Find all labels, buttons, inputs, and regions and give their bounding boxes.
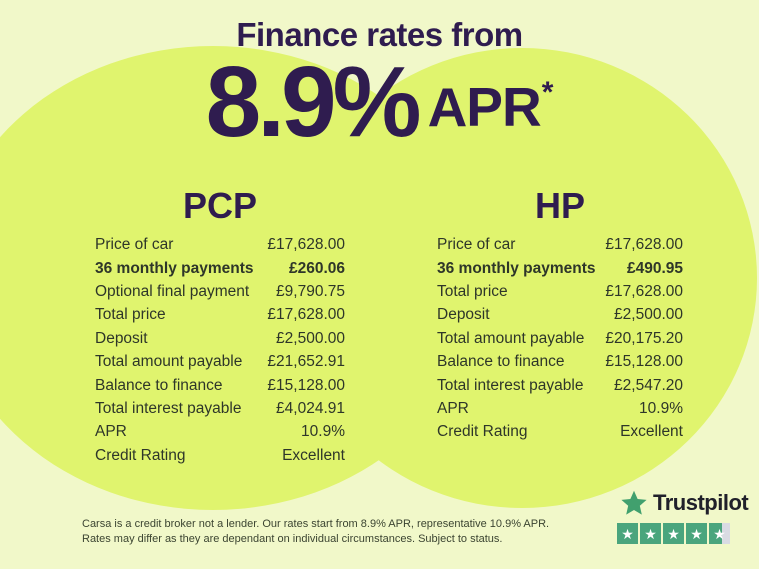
trustpilot-rating-stars: ★ ★ ★ ★ ★ xyxy=(617,523,730,544)
row-value: Excellent xyxy=(282,446,345,464)
table-row: 36 monthly payments £490.95 xyxy=(437,257,683,280)
row-value: £21,652.91 xyxy=(267,353,345,371)
pcp-table: PCP Price of car £17,628.00 36 monthly p… xyxy=(95,186,345,468)
table-row: Deposit £2,500.00 xyxy=(95,327,345,350)
row-label: Total amount payable xyxy=(437,329,585,347)
table-row: Price of car £17,628.00 xyxy=(95,234,345,257)
row-value: £2,500.00 xyxy=(614,306,683,324)
row-value: 10.9% xyxy=(639,400,683,418)
trustpilot-brand-name: Trustpilot xyxy=(653,490,749,515)
right-circle-background xyxy=(287,48,757,508)
row-value: £17,628.00 xyxy=(267,306,345,324)
table-row: Credit Rating Excellent xyxy=(437,421,683,444)
table-row: Total price £17,628.00 xyxy=(95,304,345,327)
row-label: Balance to finance xyxy=(95,376,223,394)
trustpilot-star-icon xyxy=(620,489,648,517)
rating-star-icon: ★ xyxy=(686,523,707,544)
row-value: £2,500.00 xyxy=(276,329,345,347)
pcp-table-title: PCP xyxy=(182,185,258,226)
disclaimer-line-2: Rates may differ as they are dependant o… xyxy=(82,533,503,545)
row-value: 10.9% xyxy=(301,423,345,441)
table-row: Balance to finance £15,128.00 xyxy=(95,374,345,397)
row-label: APR xyxy=(95,423,127,441)
row-label: Deposit xyxy=(95,329,148,347)
row-value: £9,790.75 xyxy=(276,283,345,301)
row-label: Deposit xyxy=(437,306,490,324)
table-row: Total amount payable £20,175.20 xyxy=(437,327,683,350)
trustpilot-logo: Trustpilot xyxy=(620,489,749,517)
table-row: Price of car £17,628.00 xyxy=(437,234,683,257)
headline-rate: 8.9% APR* xyxy=(0,52,759,152)
row-value: £2,547.20 xyxy=(614,376,683,394)
table-row: Total interest payable £2,547.20 xyxy=(437,374,683,397)
hp-table: HP Price of car £17,628.00 36 monthly pa… xyxy=(437,186,683,444)
rating-star-icon: ★ xyxy=(663,523,684,544)
row-label: Total price xyxy=(95,306,166,324)
row-label: 36 monthly payments xyxy=(95,259,254,277)
row-value: £17,628.00 xyxy=(605,283,683,301)
rating-star-half-icon: ★ xyxy=(709,523,730,544)
rate-value: 8.9% xyxy=(205,46,422,158)
banner-title: Finance rates from xyxy=(236,16,523,53)
row-value: £17,628.00 xyxy=(605,236,683,254)
row-value: £490.95 xyxy=(626,259,683,277)
row-value: £260.06 xyxy=(288,259,345,277)
rate-unit: APR xyxy=(427,76,542,138)
row-label: Price of car xyxy=(95,236,174,254)
row-label: Credit Rating xyxy=(95,446,186,464)
row-value: £4,024.91 xyxy=(276,400,345,418)
row-value: £20,175.20 xyxy=(605,329,683,347)
table-row: Optional final payment £9,790.75 xyxy=(95,280,345,303)
row-label: Total price xyxy=(437,283,508,301)
row-value: £17,628.00 xyxy=(267,236,345,254)
rating-star-icon: ★ xyxy=(640,523,661,544)
row-label: Total amount payable xyxy=(95,353,243,371)
disclaimer-line-1: Carsa is a credit broker not a lender. O… xyxy=(82,518,550,530)
table-row: APR 10.9% xyxy=(95,421,345,444)
row-label: Credit Rating xyxy=(437,423,528,441)
row-value: £15,128.00 xyxy=(605,353,683,371)
table-row: APR 10.9% xyxy=(437,397,683,420)
rate-asterisk: * xyxy=(541,76,554,109)
table-row: Total amount payable £21,652.91 xyxy=(95,351,345,374)
row-value: £15,128.00 xyxy=(267,376,345,394)
hp-table-title: HP xyxy=(534,185,585,226)
table-row: 36 monthly payments £260.06 xyxy=(95,257,345,280)
table-row: Deposit £2,500.00 xyxy=(437,304,683,327)
row-value: Excellent xyxy=(620,423,683,441)
table-row: Credit Rating Excellent xyxy=(95,444,345,467)
row-label: Balance to finance xyxy=(437,353,565,371)
rating-star-icon: ★ xyxy=(617,523,638,544)
row-label: Optional final payment xyxy=(95,283,250,301)
row-label: Total interest payable xyxy=(437,376,584,394)
row-label: 36 monthly payments xyxy=(437,259,596,277)
table-row: Total price £17,628.00 xyxy=(437,280,683,303)
row-label: Price of car xyxy=(437,236,516,254)
disclaimer-text: Carsa is a credit broker not a lender. O… xyxy=(82,517,682,547)
row-label: Total interest payable xyxy=(95,400,242,418)
table-row: Total interest payable £4,024.91 xyxy=(95,397,345,420)
table-row: Balance to finance £15,128.00 xyxy=(437,351,683,374)
row-label: APR xyxy=(437,400,469,418)
